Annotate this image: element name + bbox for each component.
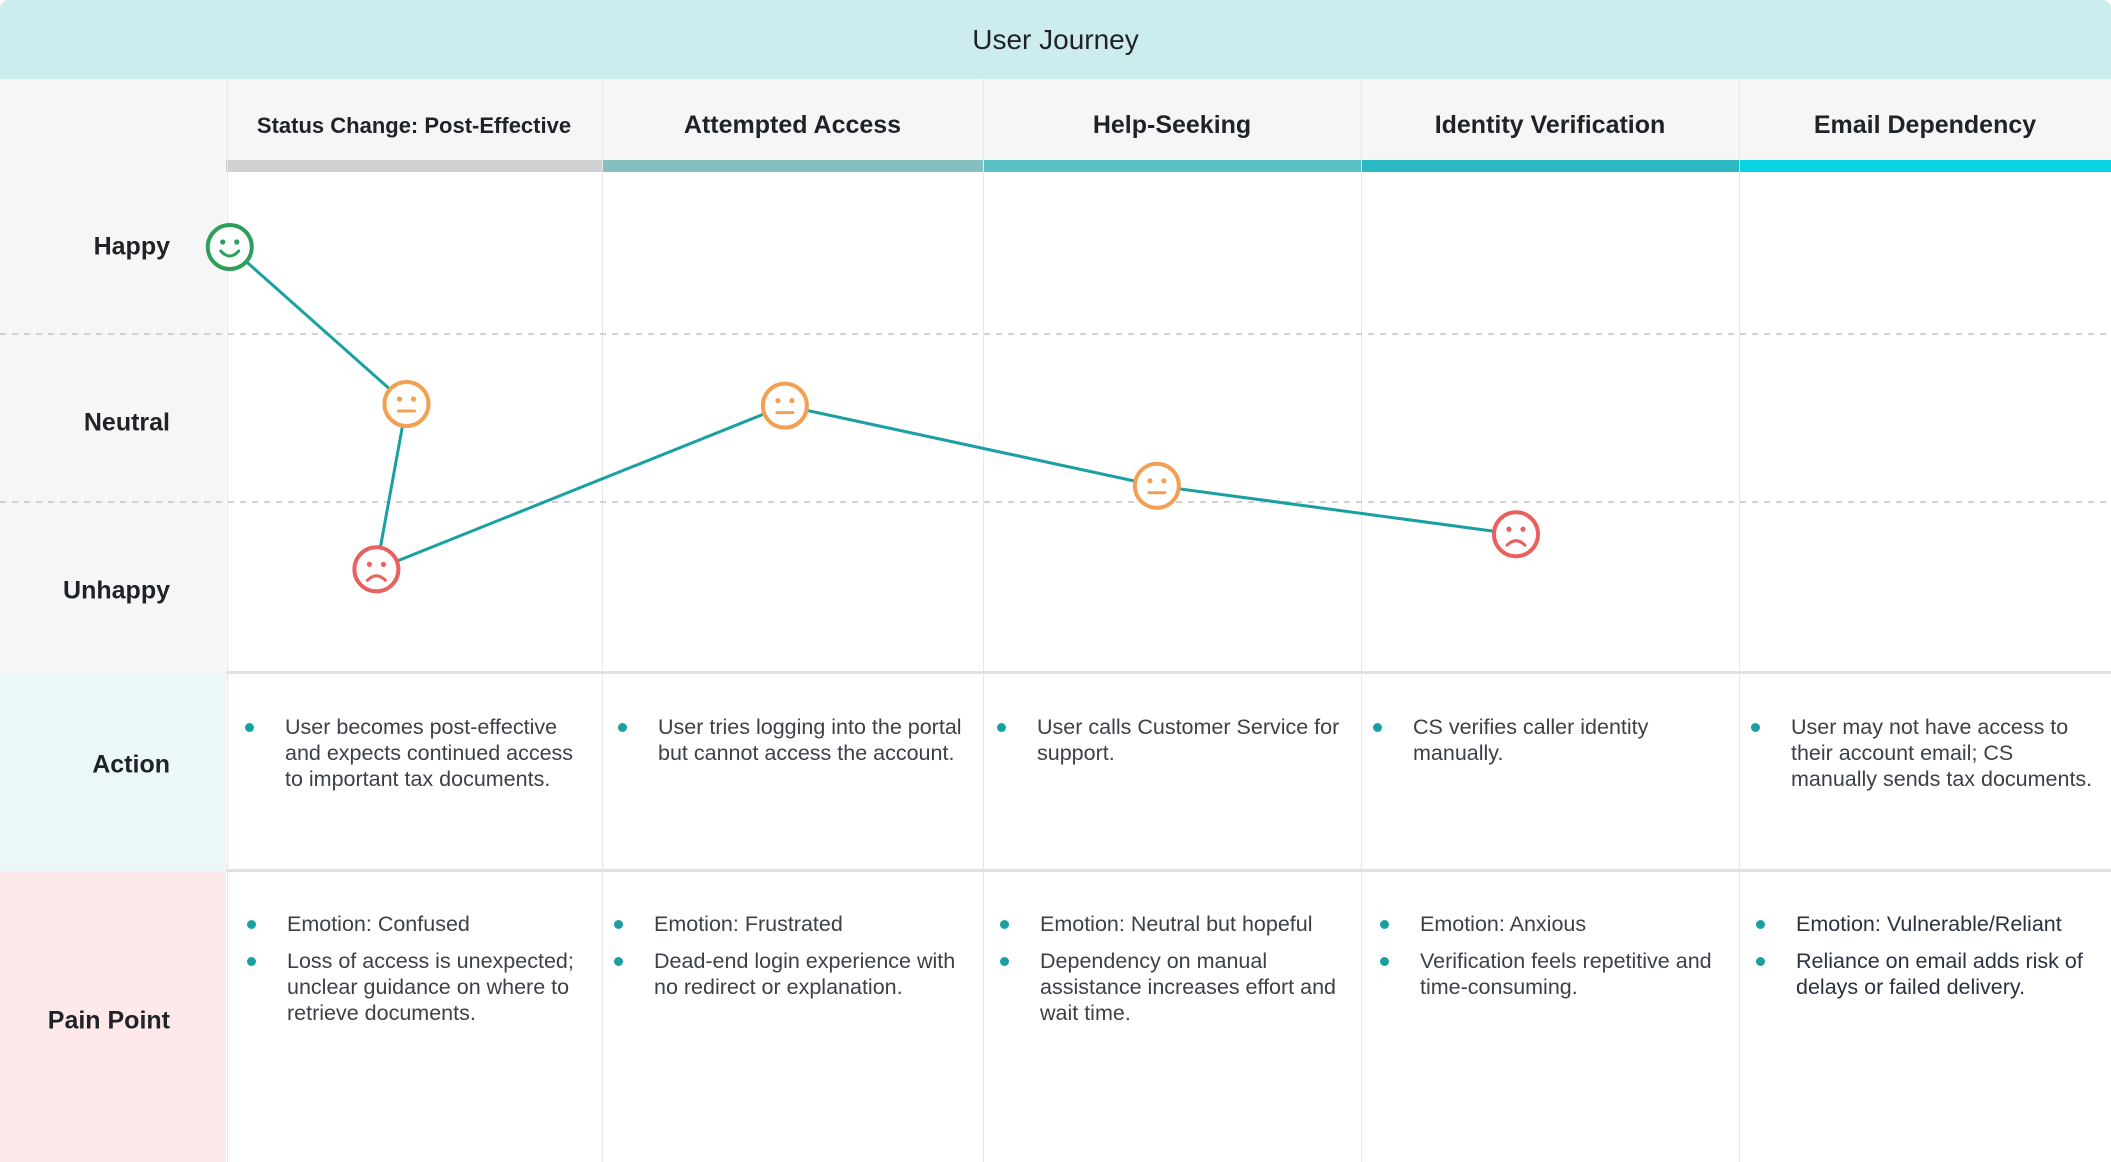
journey-line-segment xyxy=(374,403,408,570)
bullet-item: User may not have access to their accoun… xyxy=(1751,714,2096,792)
pain-point-row-header: Pain Point xyxy=(0,871,226,1162)
sad-face-icon xyxy=(1491,510,1540,559)
bullet-item: Emotion: Confused xyxy=(247,911,587,937)
bullet-item: Verification feels repetitive and time-c… xyxy=(1380,948,1725,1000)
bullet-item: User becomes post-effective and expects … xyxy=(245,714,585,792)
stage-header-help-seeking: Help-Seeking xyxy=(983,79,1361,172)
action-cell: CS verifies caller identity manually. xyxy=(1373,714,1723,777)
bullet-item: User tries logging into the portal but c… xyxy=(618,714,968,766)
neutral-face-icon xyxy=(382,379,431,428)
bullet-item: Loss of access is unexpected; unclear gu… xyxy=(247,948,587,1026)
bullet-item: Dependency on manual assistance increase… xyxy=(1000,948,1352,1026)
bullet-item: User calls Customer Service for support. xyxy=(997,714,1347,766)
pain-point-cell: Emotion: Vulnerable/Reliant Reliance on e… xyxy=(1756,911,2101,1011)
neutral-face-icon xyxy=(1132,461,1181,510)
journey-line-segment xyxy=(1156,484,1517,536)
journey-line-segment xyxy=(228,245,408,406)
bullet-item: Emotion: Anxious xyxy=(1380,911,1725,937)
stage-header-status-change: Status Change: Post-Effective xyxy=(226,79,602,172)
emotion-label-unhappy: Unhappy xyxy=(63,576,170,605)
bullet-item: Emotion: Neutral but hopeful xyxy=(1000,911,1352,937)
happy-face-icon xyxy=(205,223,254,271)
pain-point-cell: Emotion: Anxious Verification feels repet… xyxy=(1380,911,1725,1011)
sad-face-icon xyxy=(352,545,401,594)
column-divider xyxy=(1739,79,1740,1162)
bullet-item: Emotion: Frustrated xyxy=(614,911,969,937)
action-cell: User becomes post-effective and expects … xyxy=(245,714,585,803)
stage-header-email-dependency: Email Dependency xyxy=(1739,79,2111,172)
page-title: User Journey xyxy=(0,0,2111,79)
stage-bar xyxy=(983,160,1361,172)
emotion-label-happy: Happy xyxy=(93,232,170,261)
journey-line-segment xyxy=(375,404,786,571)
pain-point-cell: Emotion: Neutral but hopeful Dependency o… xyxy=(1000,911,1352,1037)
row-divider xyxy=(226,671,2111,674)
column-divider xyxy=(602,79,603,1162)
emotion-labels-column: Happy Neutral Unhappy xyxy=(0,79,226,673)
pain-point-cell: Emotion: Frustrated Dead-end login experi… xyxy=(614,911,969,1011)
column-divider xyxy=(1361,79,1362,1162)
column-divider xyxy=(983,79,984,1162)
bullet-item: CS verifies caller identity manually. xyxy=(1373,714,1723,766)
stage-header-identity-verification: Identity Verification xyxy=(1361,79,1739,172)
action-cell: User tries logging into the portal but c… xyxy=(618,714,968,777)
neutral-face-icon xyxy=(760,381,809,430)
column-divider xyxy=(227,79,228,1162)
action-cell: User may not have access to their accoun… xyxy=(1751,714,2096,803)
row-label-pain-point: Pain Point xyxy=(47,1006,170,1035)
stage-bar xyxy=(226,160,602,172)
action-row-header: Action xyxy=(0,673,226,871)
action-cell: User calls Customer Service for support. xyxy=(997,714,1347,777)
stage-bar xyxy=(1739,160,2111,172)
row-label-action: Action xyxy=(92,750,170,779)
journey-line-segment xyxy=(784,404,1158,488)
emotion-label-neutral: Neutral xyxy=(83,408,170,437)
bullet-item: Emotion: Vulnerable/Reliant xyxy=(1756,911,2101,937)
row-divider xyxy=(226,869,2111,872)
pain-point-cell: Emotion: Confused Loss of access is unexp… xyxy=(247,911,587,1037)
stage-header-attempted-access: Attempted Access xyxy=(602,79,983,172)
bullet-item: Dead-end login experience with no redire… xyxy=(614,948,969,1000)
stage-bar xyxy=(602,160,983,172)
bullet-item: Reliance on email adds risk of delays or… xyxy=(1756,948,2101,1000)
stage-bar xyxy=(1361,160,1739,172)
